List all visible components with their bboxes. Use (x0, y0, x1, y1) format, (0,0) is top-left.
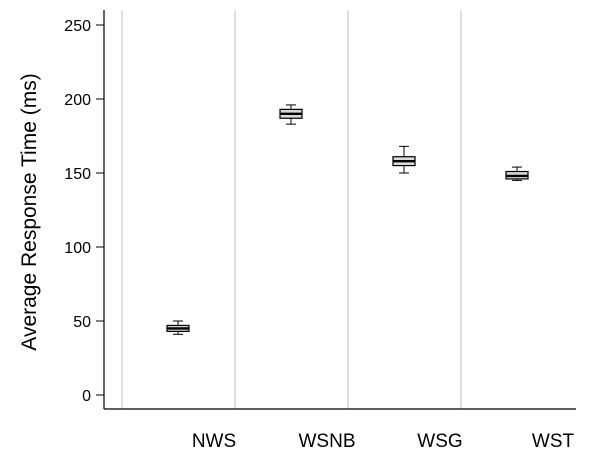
x-category-label: WST (532, 431, 575, 452)
y-axis-title: Average Response Time (ms) (18, 73, 41, 350)
x-category-label: WSNB (299, 431, 356, 452)
y-tick-label: 0 (82, 388, 91, 405)
grid-lines (121, 10, 462, 409)
x-category-label: WSG (417, 431, 462, 452)
y-tick-label: 150 (64, 166, 91, 183)
box-wst (505, 166, 529, 181)
x-category-label: NWS (192, 431, 236, 452)
box-wsnb (279, 104, 303, 125)
y-tick-label: 250 (64, 18, 91, 35)
y-tick-label: 100 (64, 240, 91, 257)
y-axis-ticks: 0 50 100 150 200 250 (64, 18, 104, 405)
box-series (166, 104, 529, 335)
axes (103, 10, 576, 410)
x-axis-labels: NWS WSNB WSG WST (192, 431, 575, 452)
y-tick-label: 50 (73, 314, 91, 331)
box-wsg (392, 145, 416, 174)
y-tick-label: 200 (64, 92, 91, 109)
box-nws (166, 320, 190, 335)
